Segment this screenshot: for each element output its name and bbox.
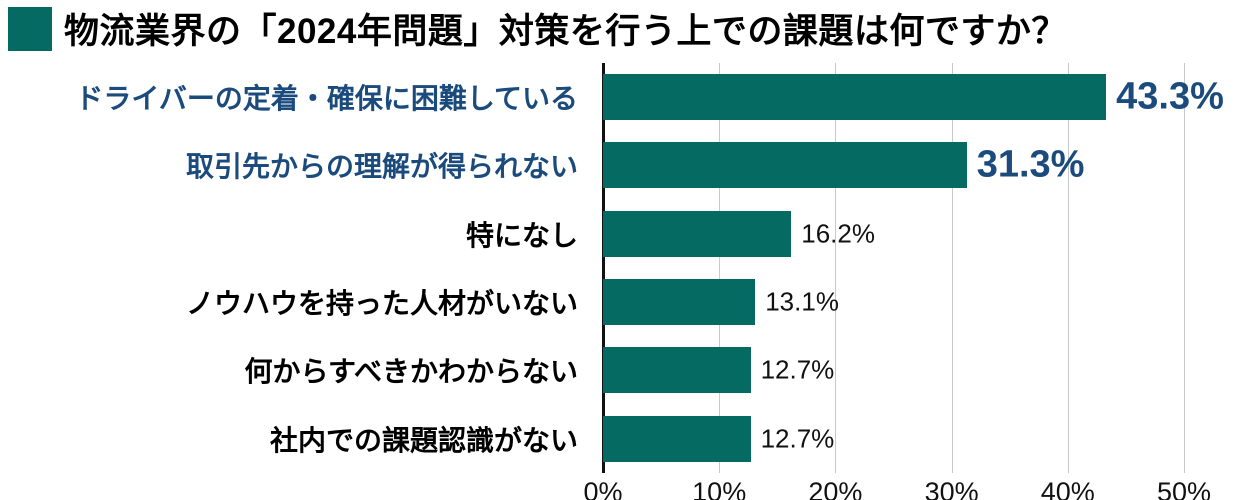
x-axis-tick-label: 10% [692,477,747,500]
value-label: 12.7% [760,423,835,454]
bar [603,279,756,326]
chart-title: 物流業界の「2024年問題」対策を行う上での課題は何ですか？ [64,12,1067,51]
value-label: 12.7% [760,354,835,385]
x-axis-tick-label: 50% [1156,477,1212,500]
x-axis-tick-label: 20% [808,477,863,500]
chart-row: 取引先からの理解が得られない 31.3% [0,131,1240,199]
category-label: 社内での課題認識がない [269,424,578,456]
value-label: 13.1% [765,286,839,317]
chart-row: 社内での課題認識がない 12.7% [0,405,1240,473]
y-axis-line [602,63,605,473]
category-label: ドライバーの定着・確保に困難している [75,83,578,115]
chart-row: ドライバーの定着・確保に困難している 43.3% [0,63,1240,131]
x-axis-tick-label: 30% [924,477,979,500]
category-label: ノウハウを持った人材がいない [185,288,578,320]
bar [603,347,751,394]
x-axis-tick-label: 0% [583,477,623,500]
gridline [719,63,721,473]
bar [603,210,792,257]
bar [603,74,1107,121]
gridline [951,63,953,473]
category-label: 取引先からの理解が得られない [185,151,578,183]
gridline [1067,63,1069,473]
chart-row: ノウハウを持った人材がいない 13.1% [0,268,1240,336]
value-label: 31.3% [976,143,1085,186]
bar [603,415,751,462]
chart-row: 何からすべきかわからない 12.7% [0,336,1240,404]
plot-area: 0% 10% 20% 30% 40% 50% [583,63,1211,500]
category-label: 特になし [465,219,578,251]
bar [603,142,967,189]
x-axis-tick-label: 40% [1040,477,1095,500]
value-label: 43.3% [1116,75,1224,118]
chart-title-row: 物流業界の「2024年問題」対策を行う上での課題は何ですか？ [8,3,1067,54]
chart-row: 特になし 16.2% [0,200,1240,268]
gridline [1184,63,1185,473]
value-label: 16.2% [801,218,875,249]
category-label: 何からすべきかわからない [244,356,578,388]
title-bullet-square-icon [8,6,52,51]
gridline [835,63,837,473]
